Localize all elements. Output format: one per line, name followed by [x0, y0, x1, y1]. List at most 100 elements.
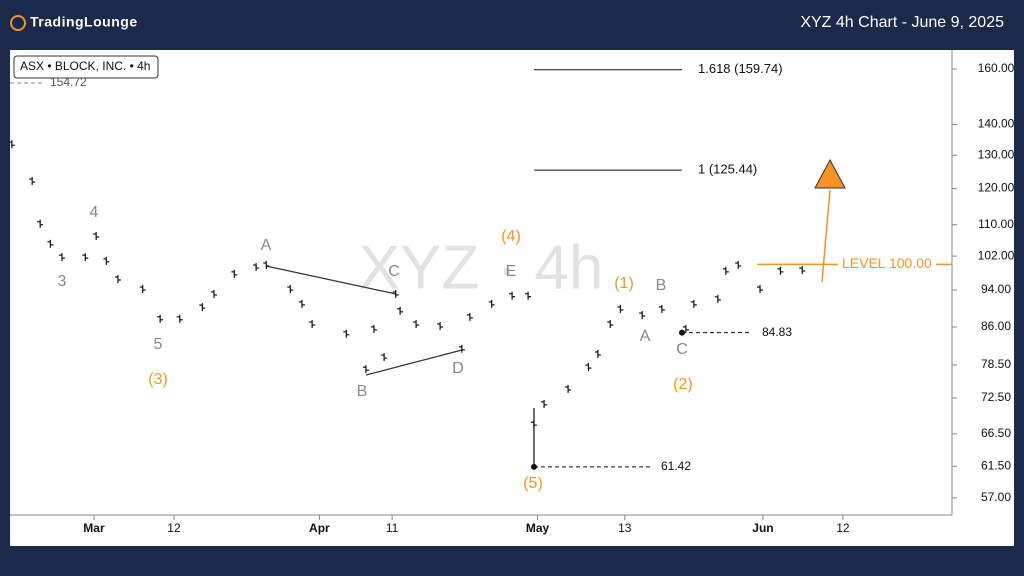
- price-bar: [253, 263, 260, 272]
- target-arrow-line: [821, 189, 831, 283]
- level-label: LEVEL 100.00: [842, 255, 932, 271]
- y-tick-label: 94.00: [981, 282, 1011, 296]
- wave-label: C: [676, 341, 688, 358]
- wave-label: B: [357, 383, 368, 400]
- price-bar: [93, 231, 100, 240]
- price-bar: [607, 320, 614, 329]
- price-bar: [413, 320, 420, 329]
- price-bar: [397, 306, 404, 315]
- y-tick-label: 160.00: [978, 61, 1015, 75]
- price-bar: [714, 294, 721, 303]
- logo-icon: [10, 15, 26, 31]
- high-label: 154.72: [50, 75, 87, 89]
- y-tick-label: 61.50: [981, 458, 1011, 472]
- price-bar: [639, 311, 646, 320]
- price-bar: [157, 314, 164, 323]
- price-bar: [370, 324, 377, 333]
- price-bar: [58, 253, 65, 262]
- support-label: 84.83: [762, 325, 792, 339]
- price-bar: [682, 324, 689, 333]
- price-bar: [103, 256, 110, 265]
- wave-label: B: [656, 277, 667, 294]
- chart-title: XYZ 4h Chart - June 9, 2025: [800, 14, 1004, 31]
- x-tick-label: 12: [836, 521, 850, 535]
- wave-label: 4: [90, 204, 99, 221]
- price-bar: [594, 349, 601, 358]
- y-tick-label: 140.00: [978, 117, 1015, 131]
- price-bar: [437, 321, 444, 330]
- low-dot: [531, 463, 537, 470]
- wave-label: A: [640, 328, 651, 345]
- wave-labels: 4 3 5 (3) A B C D E (4) (5) (1) A B C (2…: [58, 204, 693, 492]
- fib-label: 1.618 (159.74): [698, 61, 783, 76]
- price-bar: [8, 140, 15, 149]
- logo: TradingLounge: [10, 14, 138, 31]
- price-bar: [392, 289, 399, 298]
- price-bar: [82, 253, 89, 262]
- price-bar: [381, 353, 388, 362]
- y-tick-label: 57.00: [981, 490, 1011, 504]
- price-bar: [287, 285, 294, 294]
- price-bar: [114, 274, 121, 283]
- price-bar: [585, 363, 592, 372]
- price-bar: [263, 260, 270, 269]
- x-tick-label: 12: [167, 521, 181, 535]
- price-bar: [458, 344, 465, 353]
- price-bar: [176, 314, 183, 323]
- price-bar: [617, 304, 624, 313]
- wave-label: 3: [58, 273, 67, 290]
- wave-label: (3): [148, 371, 168, 388]
- price-bar: [799, 266, 806, 275]
- legend: ASX • BLOCK, INC. • 4h: [20, 59, 150, 73]
- wave-label: E: [506, 263, 517, 280]
- price-bar: [309, 320, 316, 329]
- wave-label: (2): [673, 376, 693, 393]
- price-bar: [777, 266, 784, 275]
- target-arrow-head: [814, 158, 846, 189]
- wave-label: A: [261, 237, 272, 254]
- price-bar: [362, 365, 369, 374]
- price-bar: [466, 312, 473, 321]
- y-tick-label: 102.00: [978, 248, 1015, 262]
- low-label: 61.42: [661, 459, 691, 473]
- price-bar: [530, 420, 537, 429]
- x-tick-label: May: [526, 521, 550, 535]
- support-dot: [679, 329, 685, 336]
- wave-label: (4): [501, 228, 521, 245]
- brand: TradingLounge: [30, 14, 138, 30]
- x-tick-label: 13: [618, 521, 632, 535]
- fib-label: 1 (125.44): [698, 162, 757, 177]
- level-label-bg: [838, 254, 936, 273]
- price-bar: [210, 289, 217, 298]
- price-bar: [509, 291, 516, 300]
- price-bar: [541, 399, 548, 408]
- price-bar: [231, 269, 238, 278]
- y-tick-label: 66.50: [981, 426, 1011, 440]
- price-bar: [343, 329, 350, 338]
- x-tick-label: Apr: [309, 521, 330, 535]
- price-bar: [199, 303, 206, 312]
- x-tick-label: Jun: [752, 521, 773, 535]
- x-tick-label: Mar: [83, 521, 105, 535]
- price-bar: [298, 299, 305, 308]
- y-tick-label: 86.00: [981, 319, 1011, 333]
- trend-line: [265, 265, 397, 295]
- price-bar: [722, 266, 729, 275]
- trend-line: [365, 349, 463, 376]
- wave-label: D: [452, 360, 464, 377]
- wave-label: (5): [523, 475, 543, 492]
- wave-label: 5: [154, 336, 163, 353]
- y-tick-label: 130.00: [978, 147, 1015, 161]
- price-bar: [47, 239, 54, 248]
- y-tick-label: 78.50: [981, 357, 1011, 371]
- wave-label: C: [388, 263, 400, 280]
- price-bar: [658, 304, 665, 313]
- price-bar: [757, 285, 764, 294]
- price-bar: [29, 177, 36, 186]
- y-tick-label: 72.50: [981, 390, 1011, 404]
- legend-box: [13, 55, 159, 79]
- x-tick-label: 11: [386, 521, 399, 535]
- price-bar: [525, 291, 532, 300]
- watermark: XYZ · 4h: [359, 233, 604, 302]
